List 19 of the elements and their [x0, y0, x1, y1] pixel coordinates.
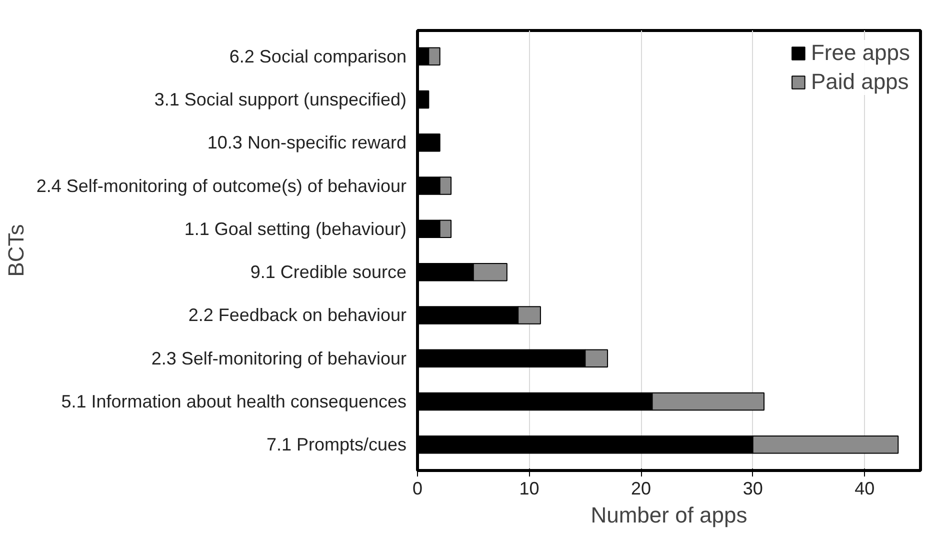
y-tick-label: 2.4 Self-monitoring of outcome(s) of behaviour	[36, 176, 407, 196]
x-tick-label: 30	[742, 478, 763, 498]
y-tick-label: 1.1 Goal setting (behaviour)	[184, 218, 407, 239]
y-tick-label: 6.2 Social comparison	[229, 46, 407, 66]
legend-label: Free apps	[810, 40, 910, 66]
x-tick-label: 20	[631, 478, 652, 498]
y-tick-label: 10.3 Non-specific reward	[207, 132, 407, 153]
y-tick-label: 5.1 Information about health consequences	[61, 391, 407, 412]
x-tick-label: 0	[412, 478, 423, 498]
y-tick-label: 2.2 Feedback on behaviour	[188, 305, 407, 326]
legend-label: Paid apps	[810, 69, 909, 95]
y-tick-label: 9.1 Credible source	[250, 262, 407, 282]
y-tick-label: 3.1 Social support (unspecified)	[154, 90, 406, 110]
x-tick-label: 10	[519, 478, 540, 498]
y-tick-label: 7.1 Prompts/cues	[266, 434, 406, 455]
x-axis-title: Number of apps	[590, 502, 748, 528]
y-axis-title: BCTs	[3, 224, 28, 277]
x-tick-label: 40	[854, 478, 875, 498]
y-tick-label: 2.3 Self-monitoring of behaviour	[151, 348, 407, 368]
